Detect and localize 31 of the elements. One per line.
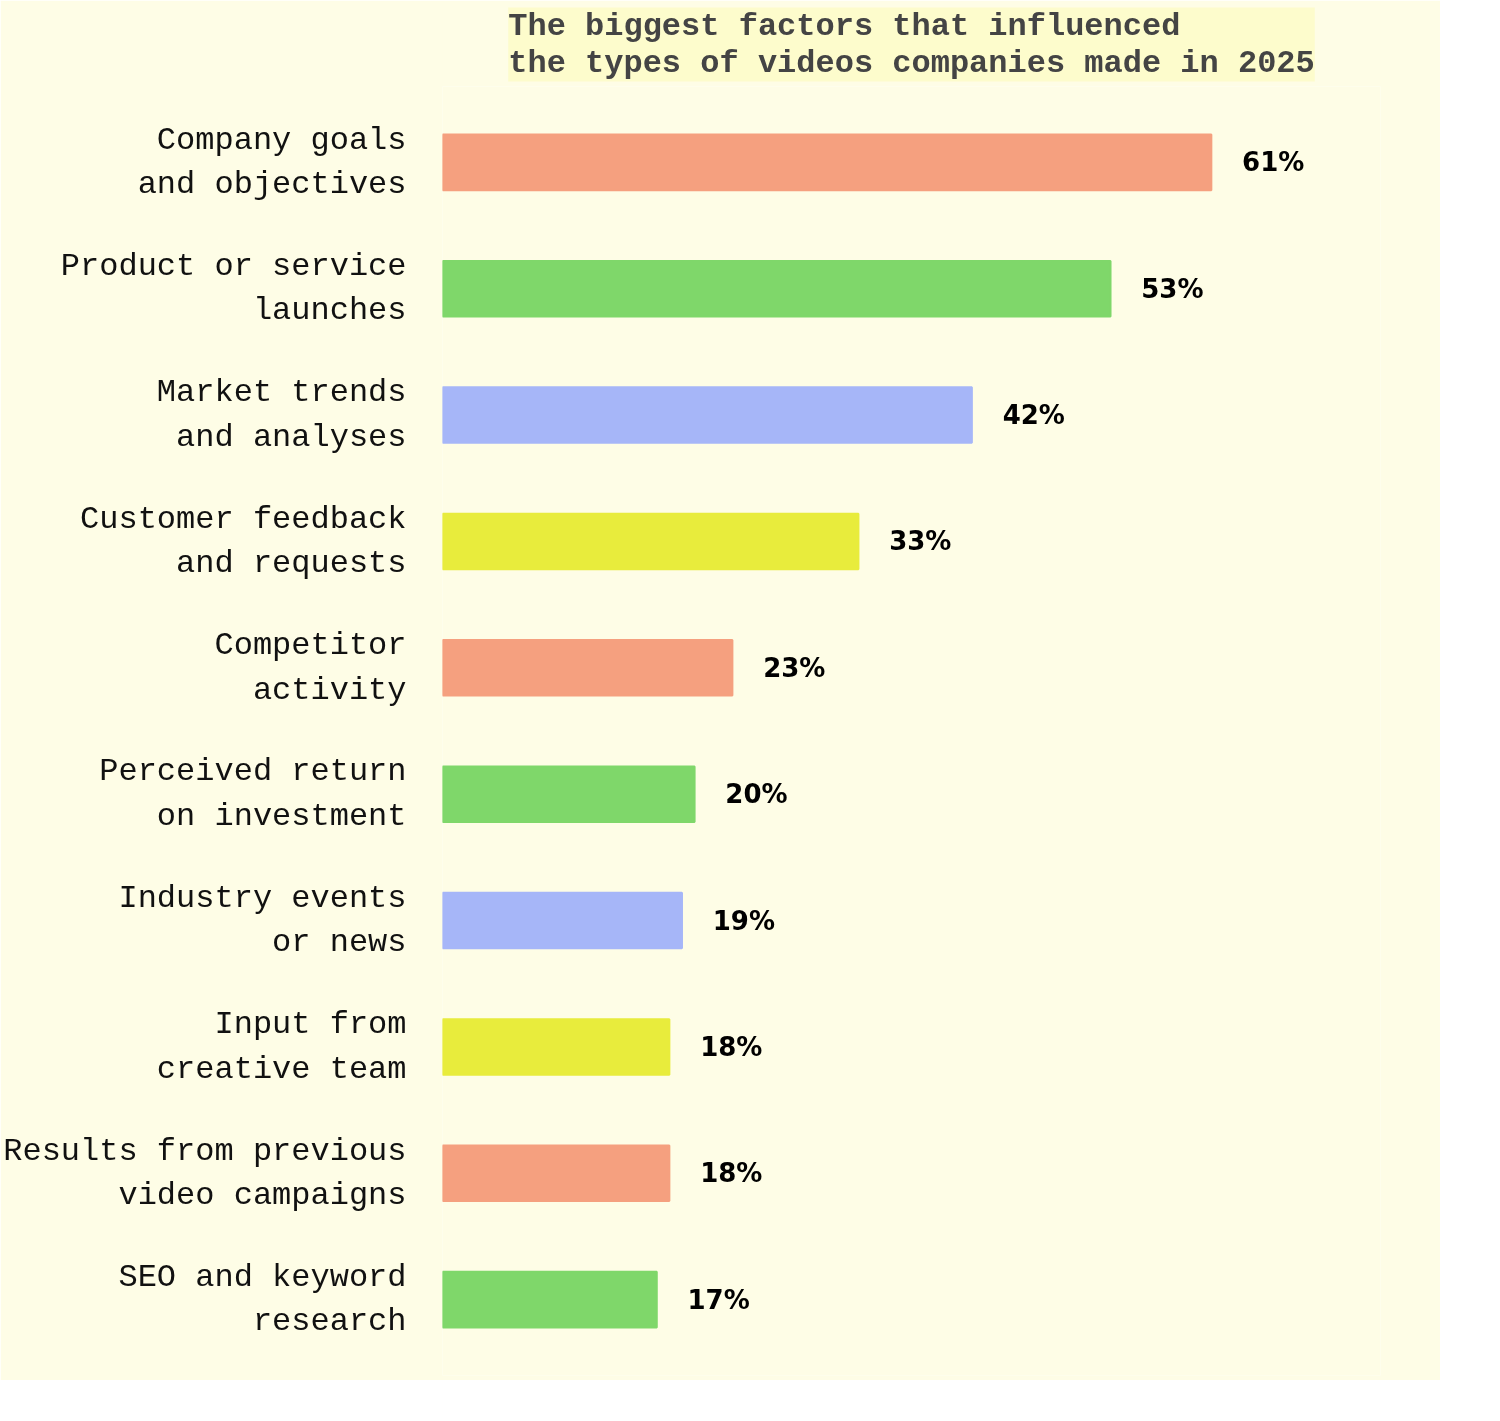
chart-title: The biggest factors that influenced the types of videos companies made in 2025 bbox=[508, 7, 1315, 82]
bar bbox=[442, 639, 734, 697]
y-tick-label: SEO and keyword research bbox=[118, 1258, 407, 1341]
y-tick-label: Competitor activity bbox=[214, 627, 407, 709]
bar bbox=[442, 1018, 671, 1076]
bar bbox=[442, 386, 973, 444]
bar bbox=[442, 512, 860, 571]
y-tick-label: Market trends and analyses bbox=[156, 374, 407, 456]
y-tick-label: Perceived return on investment bbox=[99, 753, 407, 835]
data-label: 19% bbox=[712, 905, 775, 936]
data-label: 33% bbox=[889, 526, 952, 557]
y-tick-label: Industry events or news bbox=[118, 879, 407, 962]
y-tick-label: Product or service launches bbox=[60, 248, 407, 330]
data-label: 18% bbox=[700, 1031, 763, 1062]
data-label: 18% bbox=[700, 1158, 763, 1189]
bar bbox=[442, 1144, 671, 1203]
data-label: 61% bbox=[1242, 147, 1305, 178]
bar bbox=[442, 259, 1112, 318]
data-label: 53% bbox=[1141, 273, 1204, 304]
bar bbox=[442, 133, 1213, 192]
data-label: 20% bbox=[725, 779, 788, 810]
bar bbox=[442, 765, 696, 823]
y-tick-label: Customer feedback and requests bbox=[80, 500, 407, 583]
data-label: 42% bbox=[1002, 400, 1065, 431]
data-label: 17% bbox=[687, 1284, 750, 1315]
data-label: 23% bbox=[763, 652, 826, 683]
y-tick-label: Input from creative team bbox=[156, 1006, 407, 1088]
y-tick-label: Company goals and objectives bbox=[137, 121, 407, 204]
bar bbox=[442, 1270, 658, 1329]
bar bbox=[442, 891, 683, 950]
y-tick-label: Results from previous video campaigns bbox=[3, 1132, 407, 1214]
